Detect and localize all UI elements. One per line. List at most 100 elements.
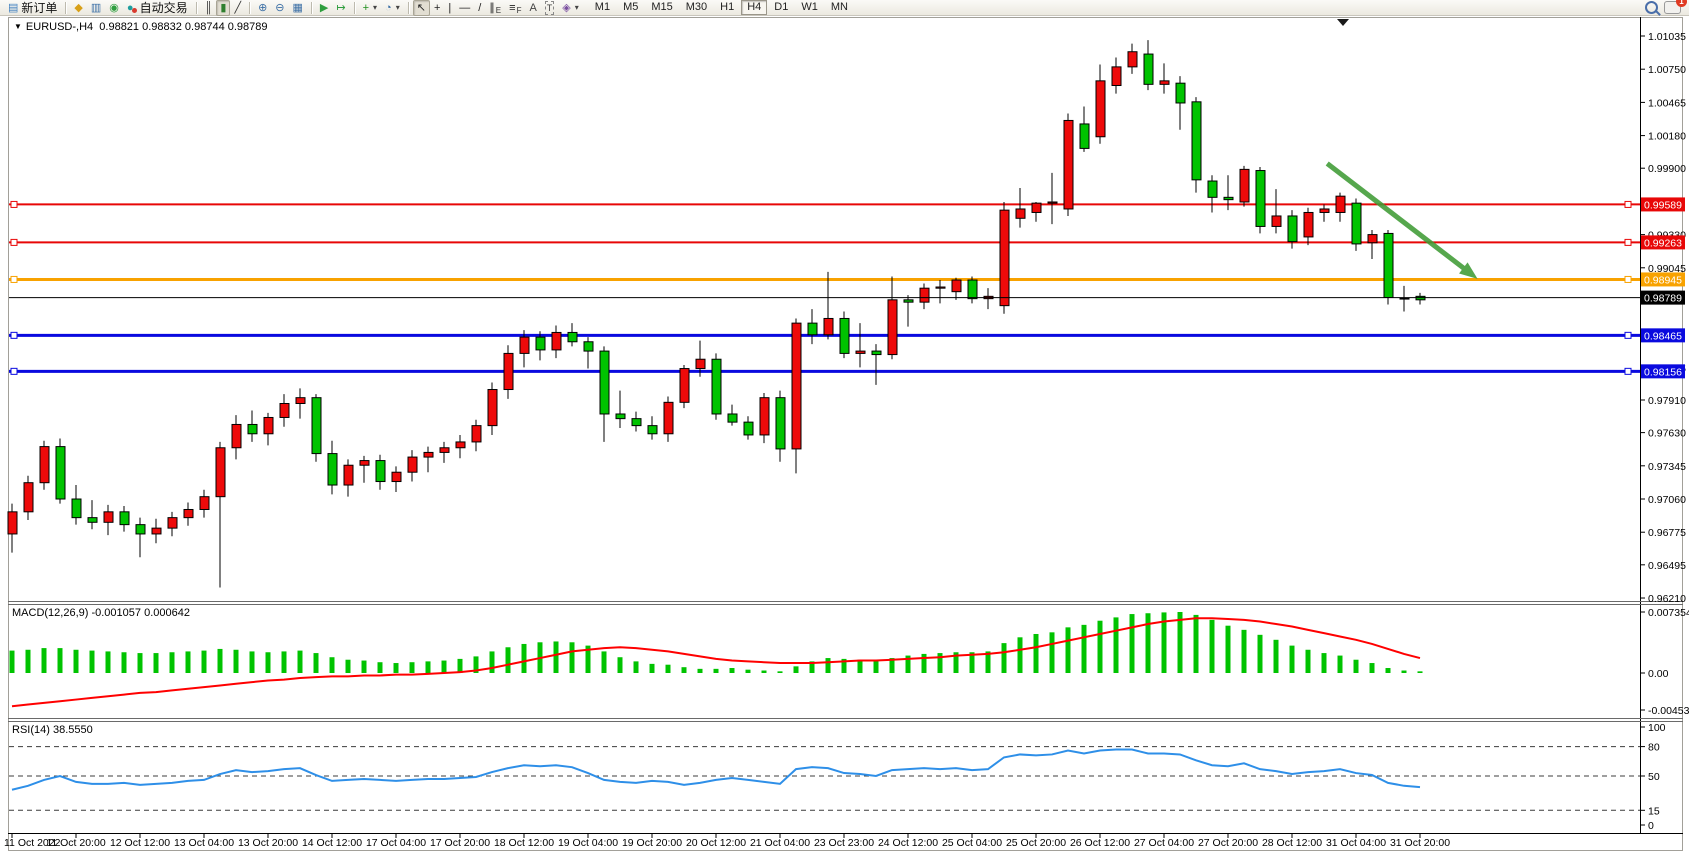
x-axis-label: 27 Oct 04:00	[1134, 837, 1194, 849]
shapes-button-caret-icon[interactable]: ▾	[574, 3, 579, 12]
timeframe-mn-button[interactable]: MN	[830, 1, 848, 13]
macd-histogram-bar	[297, 650, 303, 673]
candle	[39, 440, 50, 490]
notification-badge: 1	[1676, 0, 1687, 7]
shapes-button[interactable]: ◈ ▾	[558, 0, 582, 16]
line-handle[interactable]	[1624, 200, 1632, 208]
timeframe-m30-button[interactable]: M30	[685, 1, 708, 13]
line-handle[interactable]	[1624, 331, 1632, 339]
line-handle[interactable]	[10, 367, 18, 375]
signals-button[interactable]: ◉	[105, 0, 123, 16]
candle	[55, 438, 66, 504]
candle	[1383, 229, 1394, 305]
text-button[interactable]: A	[525, 0, 540, 16]
macd-histogram-bar	[969, 652, 975, 673]
rsi-indicator-label: RSI(14) 38.5550	[12, 724, 93, 736]
timeframe-m15-button[interactable]: M15	[651, 1, 673, 13]
period-button[interactable]: ◔ ▾	[381, 0, 404, 16]
toolbar-separator	[249, 1, 251, 14]
period-button-caret-icon[interactable]: ▾	[395, 3, 400, 12]
macd-histogram-bar	[985, 651, 991, 673]
line-handle[interactable]	[10, 238, 18, 246]
x-axis-label: 25 Oct 20:00	[1006, 837, 1066, 849]
macd-histogram-bar	[873, 660, 879, 673]
add-indicator-button-caret-icon[interactable]: ▾	[373, 3, 378, 12]
market-window-button[interactable]: ▥	[87, 0, 105, 16]
ohlc-values: 0.98821 0.98832 0.98744 0.98789	[99, 21, 268, 33]
candle	[1335, 192, 1346, 222]
macd-histogram-bar	[937, 653, 943, 673]
horizontal-line-button[interactable]: —	[455, 0, 474, 16]
candle	[375, 454, 386, 490]
toolbar-separator	[65, 1, 67, 14]
chart-shift-marker[interactable]	[1337, 19, 1349, 26]
line-chart-button[interactable]: ╱	[230, 0, 245, 16]
notifications-button[interactable]: 1	[1664, 0, 1687, 14]
macd-histogram-bar	[1225, 625, 1231, 673]
trend-arrow-annotation[interactable]	[1325, 161, 1478, 279]
x-axis-label: 11 Oct 20:00	[46, 837, 106, 849]
vertical-line-button[interactable]: |	[444, 0, 455, 16]
macd-histogram-bar	[825, 658, 831, 673]
timeframe-h4-button[interactable]: H4	[741, 0, 768, 15]
search-button[interactable]	[1645, 1, 1658, 14]
line-handle[interactable]	[1624, 367, 1632, 375]
candle	[503, 345, 514, 399]
line-handle[interactable]	[10, 200, 18, 208]
macd-histogram-bar	[377, 662, 383, 673]
x-axis-label: 13 Oct 20:00	[238, 837, 298, 849]
macd-histogram-bar	[505, 647, 511, 673]
candle	[903, 295, 914, 327]
line-handle[interactable]	[10, 275, 18, 283]
candle	[759, 393, 770, 444]
candle	[1207, 175, 1218, 213]
chart-shift-button[interactable]: ↦	[332, 0, 349, 16]
macd-histogram-bar	[89, 650, 95, 673]
candle	[87, 500, 98, 530]
shapes-icon: ◈	[562, 1, 571, 14]
macd-histogram-bar	[921, 653, 927, 673]
timeframe-d1-button[interactable]: D1	[774, 1, 789, 13]
line-handle[interactable]	[1624, 238, 1632, 246]
horizontal-lines-layer	[9, 200, 1640, 375]
tile-windows-button[interactable]: ▦	[289, 0, 307, 16]
bar-chart-button[interactable]: ║	[201, 0, 217, 16]
macd-histogram-bar	[1305, 649, 1311, 673]
gold-chart-button[interactable]: ◆	[70, 0, 86, 16]
auto-scroll-button[interactable]: ▶	[316, 0, 332, 16]
macd-histogram-bar	[185, 651, 191, 673]
candle	[1255, 167, 1266, 234]
candlestick-chart-button[interactable]: ▮	[216, 0, 231, 16]
zoom-out-button[interactable]: ⊖	[271, 0, 288, 16]
add-indicator-button[interactable]: + ▾	[359, 0, 381, 16]
candle	[167, 511, 178, 537]
line-handle[interactable]	[1624, 275, 1632, 283]
candle	[135, 517, 146, 558]
macd-histogram-bar	[777, 671, 783, 673]
cursor-button[interactable]: ↖	[412, 0, 430, 16]
equidistant-channel-button[interactable]: ∥ E	[485, 0, 505, 16]
candle	[695, 340, 706, 377]
new-order-button[interactable]: ▤ 新订单	[4, 0, 61, 16]
trendline-button[interactable]: /	[474, 0, 485, 16]
fibonacci-button[interactable]: ≡ F	[505, 0, 525, 16]
zoom-in-button[interactable]: ⊕	[254, 0, 271, 16]
candle	[663, 396, 674, 442]
timeframe-h1-button[interactable]: H1	[720, 1, 735, 13]
crosshair-button[interactable]: +	[430, 0, 444, 16]
timeframe-m5-button[interactable]: M5	[623, 1, 639, 13]
macd-histogram-bar	[649, 663, 655, 673]
timeframe-w1-button[interactable]: W1	[801, 1, 818, 13]
chart-symbol-line: ▼ EURUSD-,H4 0.98821 0.98832 0.98744 0.98…	[14, 21, 268, 33]
candle	[1223, 175, 1234, 211]
macd-histogram-bar	[169, 652, 175, 673]
toolbar-right: 1	[1645, 0, 1687, 14]
macd-histogram-bar	[1017, 637, 1023, 673]
symbol-dropdown-icon[interactable]: ▼	[14, 22, 22, 31]
timeframe-m1-button[interactable]: M1	[594, 1, 611, 13]
line-handle[interactable]	[10, 331, 18, 339]
autotrade-button[interactable]: ● 自动交易	[123, 0, 192, 16]
text-label-button[interactable]: T	[541, 0, 559, 16]
